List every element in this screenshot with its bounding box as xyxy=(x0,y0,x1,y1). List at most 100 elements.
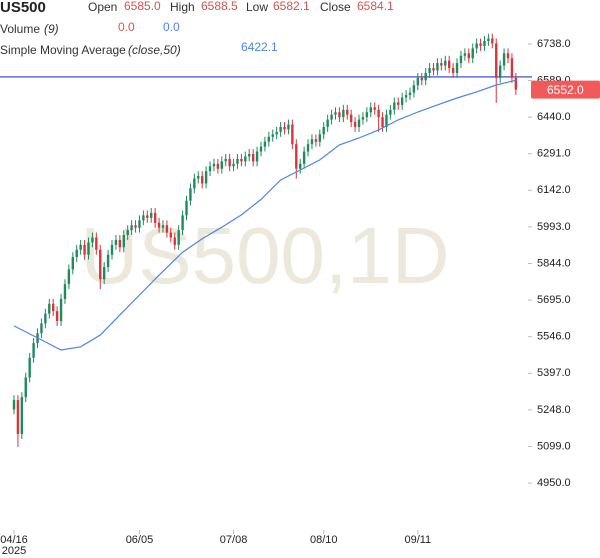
candle-body xyxy=(63,284,67,299)
x-year-label: 2025 xyxy=(2,545,26,557)
candle-body xyxy=(67,269,71,285)
candle-body xyxy=(306,144,310,152)
candle-body xyxy=(142,215,145,221)
candle-body xyxy=(91,237,94,243)
candle-body xyxy=(208,166,212,172)
sma-label: Simple Moving Average xyxy=(0,43,126,57)
candle-body xyxy=(506,53,510,59)
candle-body xyxy=(495,43,498,78)
candle-body xyxy=(322,126,325,135)
high-label: High xyxy=(170,0,195,14)
candle-body xyxy=(130,225,133,231)
candle-body xyxy=(157,222,161,228)
candle-body xyxy=(24,377,27,398)
candle-body xyxy=(424,72,427,81)
candle-body xyxy=(212,163,216,167)
y-tick-label: 6142.0 xyxy=(537,184,571,196)
candle-body xyxy=(126,230,129,236)
candle-body xyxy=(40,323,43,334)
candle-body xyxy=(393,102,396,110)
candle-body xyxy=(220,161,223,169)
candle-body xyxy=(118,239,122,248)
candle-body xyxy=(447,60,451,69)
candle-body xyxy=(275,131,278,135)
candle-body xyxy=(287,124,290,130)
candle-body xyxy=(420,77,423,81)
y-tick-label: 6291.0 xyxy=(537,148,571,160)
candle-body xyxy=(330,114,333,120)
x-tick-label: 07/08 xyxy=(220,534,248,546)
candle-body xyxy=(263,141,267,147)
candle-body xyxy=(122,235,125,248)
candle-body xyxy=(95,237,98,250)
candle-body xyxy=(255,151,259,162)
x-tick-label: 06/05 xyxy=(126,534,154,546)
candle-body xyxy=(440,63,443,66)
candle-body xyxy=(20,397,24,434)
candle-body xyxy=(232,163,235,167)
candle-body xyxy=(349,114,353,123)
candle-body xyxy=(381,117,384,127)
candle-body xyxy=(338,112,341,118)
candle-body xyxy=(342,109,345,118)
candle-body xyxy=(455,63,459,73)
low-value: 6582.1 xyxy=(273,0,310,13)
candle-body xyxy=(28,357,31,378)
candle-body xyxy=(197,176,200,179)
candle-body xyxy=(334,112,337,115)
candle-body xyxy=(346,109,349,115)
last-price-tag xyxy=(531,80,600,99)
candle-body xyxy=(291,124,294,145)
candle-body xyxy=(200,176,204,184)
candle-body xyxy=(397,102,400,105)
sma-params: (close,50) xyxy=(128,43,181,57)
candle-body xyxy=(44,313,47,324)
candle-body xyxy=(487,38,490,42)
candle-body xyxy=(150,212,153,218)
y-tick-label: 6738.0 xyxy=(537,38,571,50)
candle-body xyxy=(244,156,247,162)
y-tick-label: 5546.0 xyxy=(537,331,571,343)
candle-body xyxy=(169,232,173,238)
candle-body xyxy=(510,58,514,78)
candle-body xyxy=(52,303,55,312)
close-value: 6584.1 xyxy=(357,0,394,13)
candle-body xyxy=(102,266,106,280)
candle-body xyxy=(444,60,447,66)
candle-body xyxy=(479,43,482,46)
y-tick-label: 5695.0 xyxy=(537,294,571,306)
legend-header: US500 Open 6585.0 High 6588.5 Low 6582.1… xyxy=(0,0,394,57)
x-tick-label: 08/10 xyxy=(310,534,338,546)
candle-body xyxy=(216,163,220,169)
candle-body xyxy=(295,144,298,169)
candle-body xyxy=(326,119,329,127)
candle-body xyxy=(436,63,439,71)
sma-line xyxy=(13,79,516,351)
candle-body xyxy=(310,139,314,145)
candle-body xyxy=(173,237,176,245)
candle-body xyxy=(99,249,102,280)
candle-body xyxy=(498,65,502,78)
symbol: US500 xyxy=(0,0,46,16)
candle-body xyxy=(153,212,157,223)
candle-body xyxy=(193,178,196,189)
candle-body xyxy=(16,400,20,434)
volume-value: 0.0 xyxy=(163,20,180,34)
y-tick-label: 6440.0 xyxy=(537,111,571,123)
candle-body xyxy=(204,171,208,184)
candle-body xyxy=(365,112,369,118)
candle-body xyxy=(251,153,255,162)
candle-body xyxy=(185,200,188,216)
candle-body xyxy=(451,68,455,73)
candle-body xyxy=(48,303,51,314)
candle-body xyxy=(55,311,59,321)
candle-body xyxy=(59,298,63,321)
open-value: 6585.0 xyxy=(124,0,161,13)
high-value: 6588.5 xyxy=(201,0,238,13)
candle-body xyxy=(75,249,78,258)
candle-body xyxy=(428,68,431,73)
volume-label: Volume xyxy=(0,22,40,36)
y-tick-label: 5993.0 xyxy=(537,221,571,233)
candle-body xyxy=(71,257,75,270)
